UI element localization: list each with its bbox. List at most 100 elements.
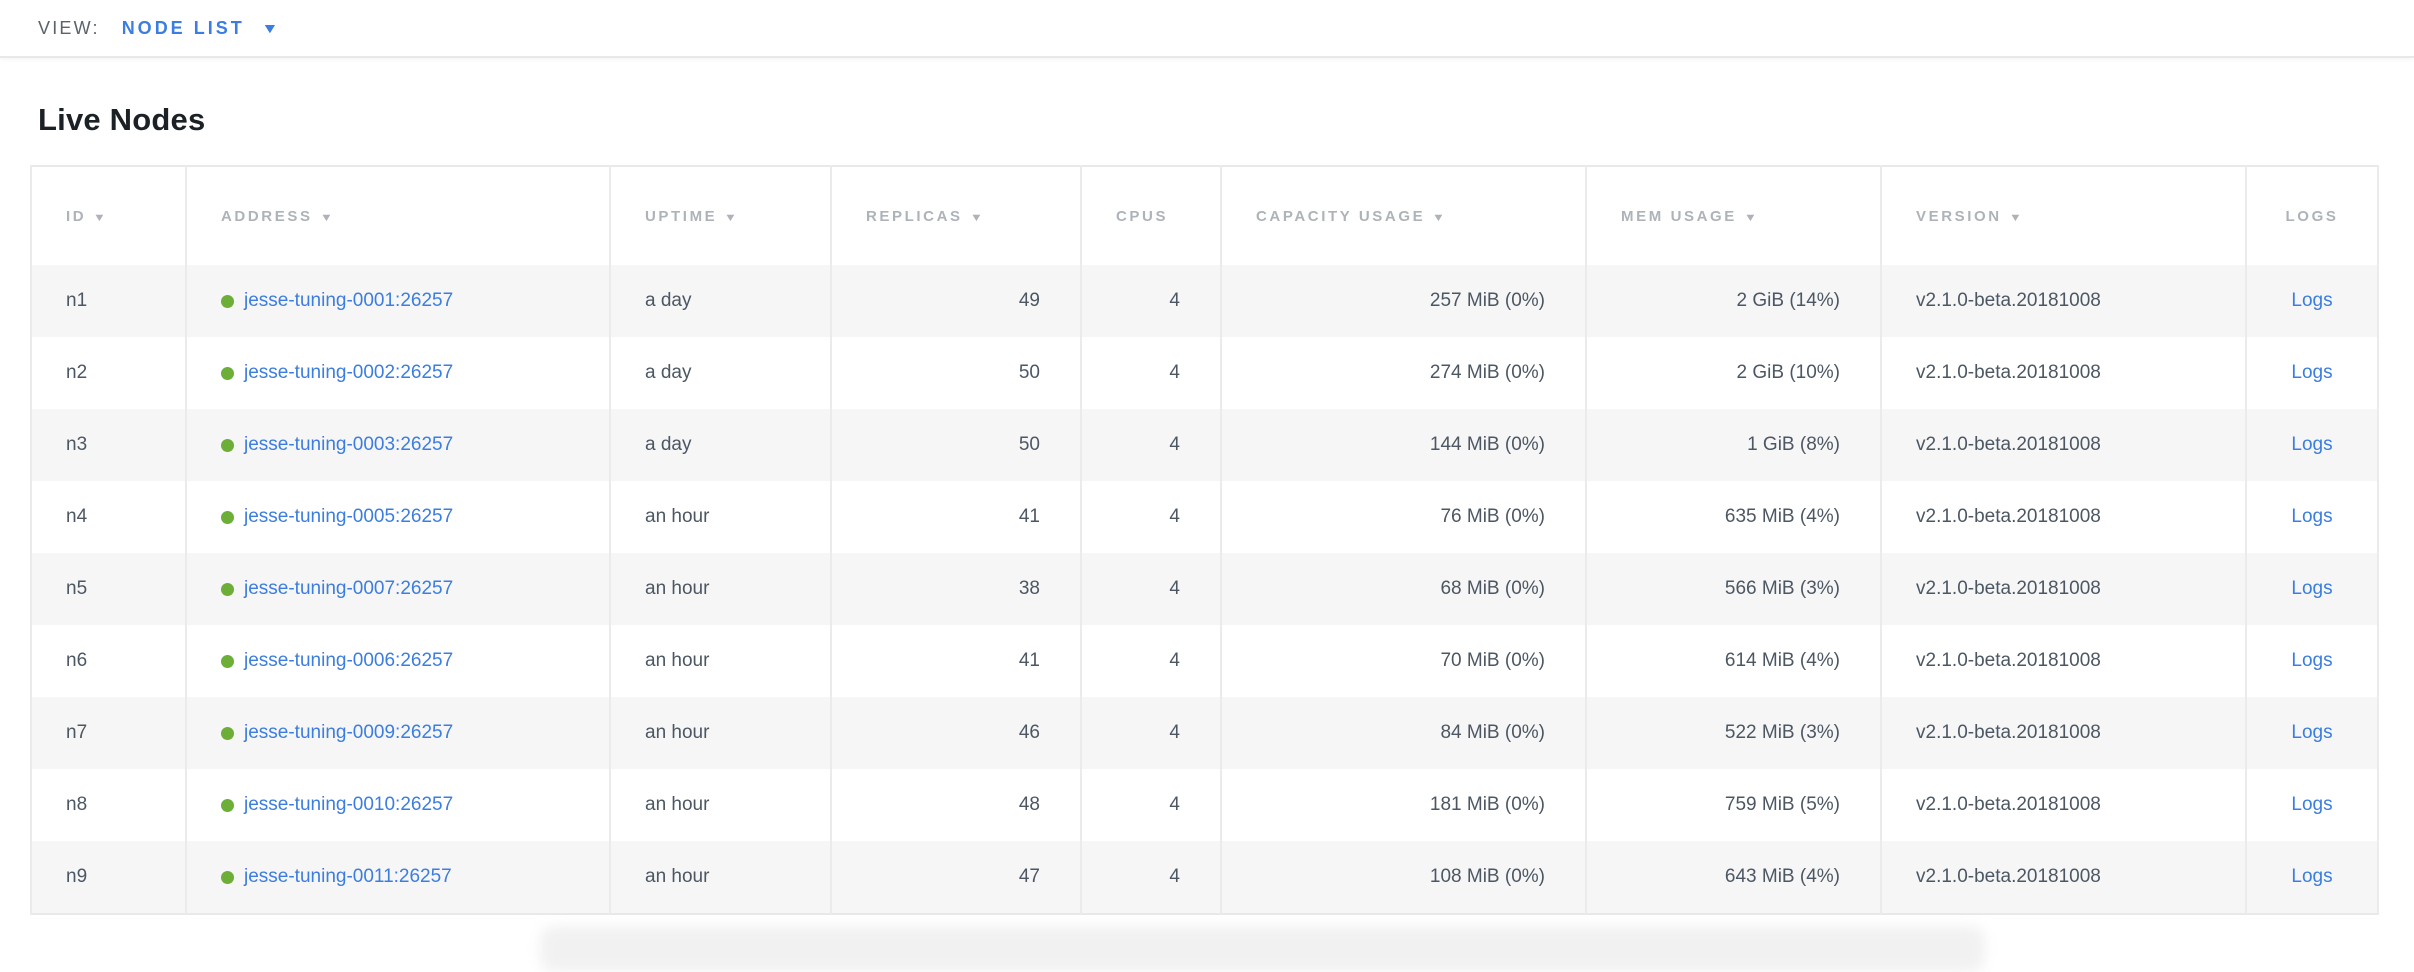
cell-id: n9 [30, 841, 187, 914]
cell-uptime: a day [609, 409, 832, 481]
column-header-id[interactable]: ID ▼ [30, 166, 187, 265]
node-live-status-icon [221, 654, 234, 668]
node-address-link[interactable]: jesse-tuning-0010:26257 [244, 794, 454, 815]
column-header-mem[interactable]: MEM USAGE ▼ [1585, 166, 1882, 265]
node-live-status-icon [221, 582, 234, 596]
node-address-link[interactable]: jesse-tuning-0003:26257 [244, 434, 454, 455]
column-header-cpus[interactable]: CPUS [1080, 166, 1222, 265]
cell-replicas: 47 [830, 841, 1082, 914]
cell-capacity: 181 MiB (0%) [1220, 769, 1587, 841]
cell-id: n6 [30, 625, 187, 697]
logs-link[interactable]: Logs [2291, 506, 2333, 527]
node-address-link[interactable]: jesse-tuning-0009:26257 [244, 722, 454, 743]
table-row: n5 jesse-tuning-0007:26257 an hour 38 4 68 Mi… [30, 553, 2379, 625]
node-live-status-icon [221, 726, 234, 740]
cell-replicas: 48 [830, 769, 1082, 841]
cell-id: n2 [30, 337, 187, 409]
cell-uptime: an hour [609, 769, 832, 841]
cell-id: n5 [30, 553, 187, 625]
column-header-label: ID [66, 207, 87, 225]
address-cell-content: jesse-tuning-0006:26257 [221, 650, 608, 672]
cell-version: v2.1.0-beta.20181008 [1880, 697, 2247, 769]
sort-desc-icon: ▼ [2008, 211, 2022, 224]
table-row: n8 jesse-tuning-0010:26257 an hour 48 4 181 M… [30, 769, 2379, 841]
table-row: n9 jesse-tuning-0011:26257 an hour 47 4 108 M… [30, 841, 2379, 914]
cell-replicas: 46 [830, 697, 1082, 769]
node-address-link[interactable]: jesse-tuning-0005:26257 [244, 506, 454, 527]
node-address-link[interactable]: jesse-tuning-0006:26257 [244, 650, 454, 671]
view-selector-dropdown[interactable]: NODE LIST ▼ [122, 18, 279, 39]
page-title: Live Nodes [38, 102, 206, 137]
cell-version: v2.1.0-beta.20181008 [1880, 553, 2247, 625]
table-header-row: ID ▼ ADDRESS ▼ UPTIME ▼ REPLICAS ▼ CPUS CAPACITY … [30, 166, 2379, 265]
column-header-version[interactable]: VERSION ▼ [1880, 166, 2247, 265]
sort-desc-icon: ▼ [93, 211, 107, 224]
logs-link[interactable]: Logs [2291, 794, 2333, 815]
cell-logs: Logs [2245, 697, 2379, 769]
node-address-link[interactable]: jesse-tuning-0011:26257 [244, 866, 452, 887]
address-cell-content: jesse-tuning-0005:26257 [221, 506, 608, 528]
cell-uptime: an hour [609, 481, 832, 553]
column-header-uptime[interactable]: UPTIME ▼ [609, 166, 832, 265]
cell-capacity: 76 MiB (0%) [1220, 481, 1587, 553]
cell-capacity: 144 MiB (0%) [1220, 409, 1587, 481]
logs-link[interactable]: Logs [2291, 362, 2333, 383]
cell-version: v2.1.0-beta.20181008 [1880, 841, 2247, 914]
cell-uptime: a day [609, 265, 832, 337]
cell-cpus: 4 [1080, 625, 1222, 697]
logs-link[interactable]: Logs [2291, 290, 2333, 311]
cell-replicas: 50 [830, 409, 1082, 481]
logs-link[interactable]: Logs [2291, 434, 2333, 455]
node-live-status-icon [221, 366, 234, 380]
cell-version: v2.1.0-beta.20181008 [1880, 625, 2247, 697]
column-header-label: REPLICAS [866, 207, 963, 225]
column-header-logs[interactable]: LOGS [2245, 166, 2379, 265]
cell-cpus: 4 [1080, 769, 1222, 841]
cell-address: jesse-tuning-0007:26257 [185, 553, 611, 625]
node-address-link[interactable]: jesse-tuning-0007:26257 [244, 578, 454, 599]
logs-link[interactable]: Logs [2291, 650, 2333, 671]
column-header-replicas[interactable]: REPLICAS ▼ [830, 166, 1082, 265]
column-header-label: CAPACITY USAGE [1256, 207, 1426, 225]
cell-capacity: 70 MiB (0%) [1220, 625, 1587, 697]
cell-uptime: an hour [609, 553, 832, 625]
cell-capacity: 108 MiB (0%) [1220, 841, 1587, 914]
cell-capacity: 68 MiB (0%) [1220, 553, 1587, 625]
cell-address: jesse-tuning-0005:26257 [185, 481, 611, 553]
cell-cpus: 4 [1080, 337, 1222, 409]
cell-uptime: an hour [609, 697, 832, 769]
cell-version: v2.1.0-beta.20181008 [1880, 481, 2247, 553]
logs-link[interactable]: Logs [2291, 722, 2333, 743]
cell-version: v2.1.0-beta.20181008 [1880, 265, 2247, 337]
node-address-link[interactable]: jesse-tuning-0001:26257 [244, 290, 454, 311]
logs-link[interactable]: Logs [2291, 578, 2333, 599]
column-header-label: VERSION [1916, 207, 2002, 225]
sort-desc-icon: ▼ [969, 211, 983, 224]
cell-logs: Logs [2245, 337, 2379, 409]
table-row: n3 jesse-tuning-0003:26257 a day 50 4 144 MiB… [30, 409, 2379, 481]
cell-replicas: 38 [830, 553, 1082, 625]
column-header-address[interactable]: ADDRESS ▼ [185, 166, 611, 265]
address-cell-content: jesse-tuning-0010:26257 [221, 794, 608, 816]
cell-address: jesse-tuning-0010:26257 [185, 769, 611, 841]
cell-capacity: 84 MiB (0%) [1220, 697, 1587, 769]
node-address-link[interactable]: jesse-tuning-0002:26257 [244, 362, 454, 383]
sort-desc-icon: ▼ [1743, 211, 1757, 224]
cell-mem: 643 MiB (4%) [1585, 841, 1882, 914]
cell-logs: Logs [2245, 841, 2379, 914]
column-header-label: CPUS [1116, 207, 1169, 225]
node-live-status-icon [221, 294, 234, 308]
cell-address: jesse-tuning-0002:26257 [185, 337, 611, 409]
cell-mem: 2 GiB (14%) [1585, 265, 1882, 337]
table-row: n7 jesse-tuning-0009:26257 an hour 46 4 84 Mi… [30, 697, 2379, 769]
address-cell-content: jesse-tuning-0003:26257 [221, 434, 608, 456]
sort-desc-icon: ▼ [319, 211, 333, 224]
node-live-status-icon [221, 870, 234, 884]
column-header-label: MEM USAGE [1621, 207, 1737, 225]
logs-link[interactable]: Logs [2291, 866, 2333, 887]
cell-id: n4 [30, 481, 187, 553]
cell-cpus: 4 [1080, 265, 1222, 337]
cell-replicas: 41 [830, 481, 1082, 553]
column-header-capacity[interactable]: CAPACITY USAGE ▼ [1220, 166, 1587, 265]
column-header-label: ADDRESS [221, 207, 313, 225]
